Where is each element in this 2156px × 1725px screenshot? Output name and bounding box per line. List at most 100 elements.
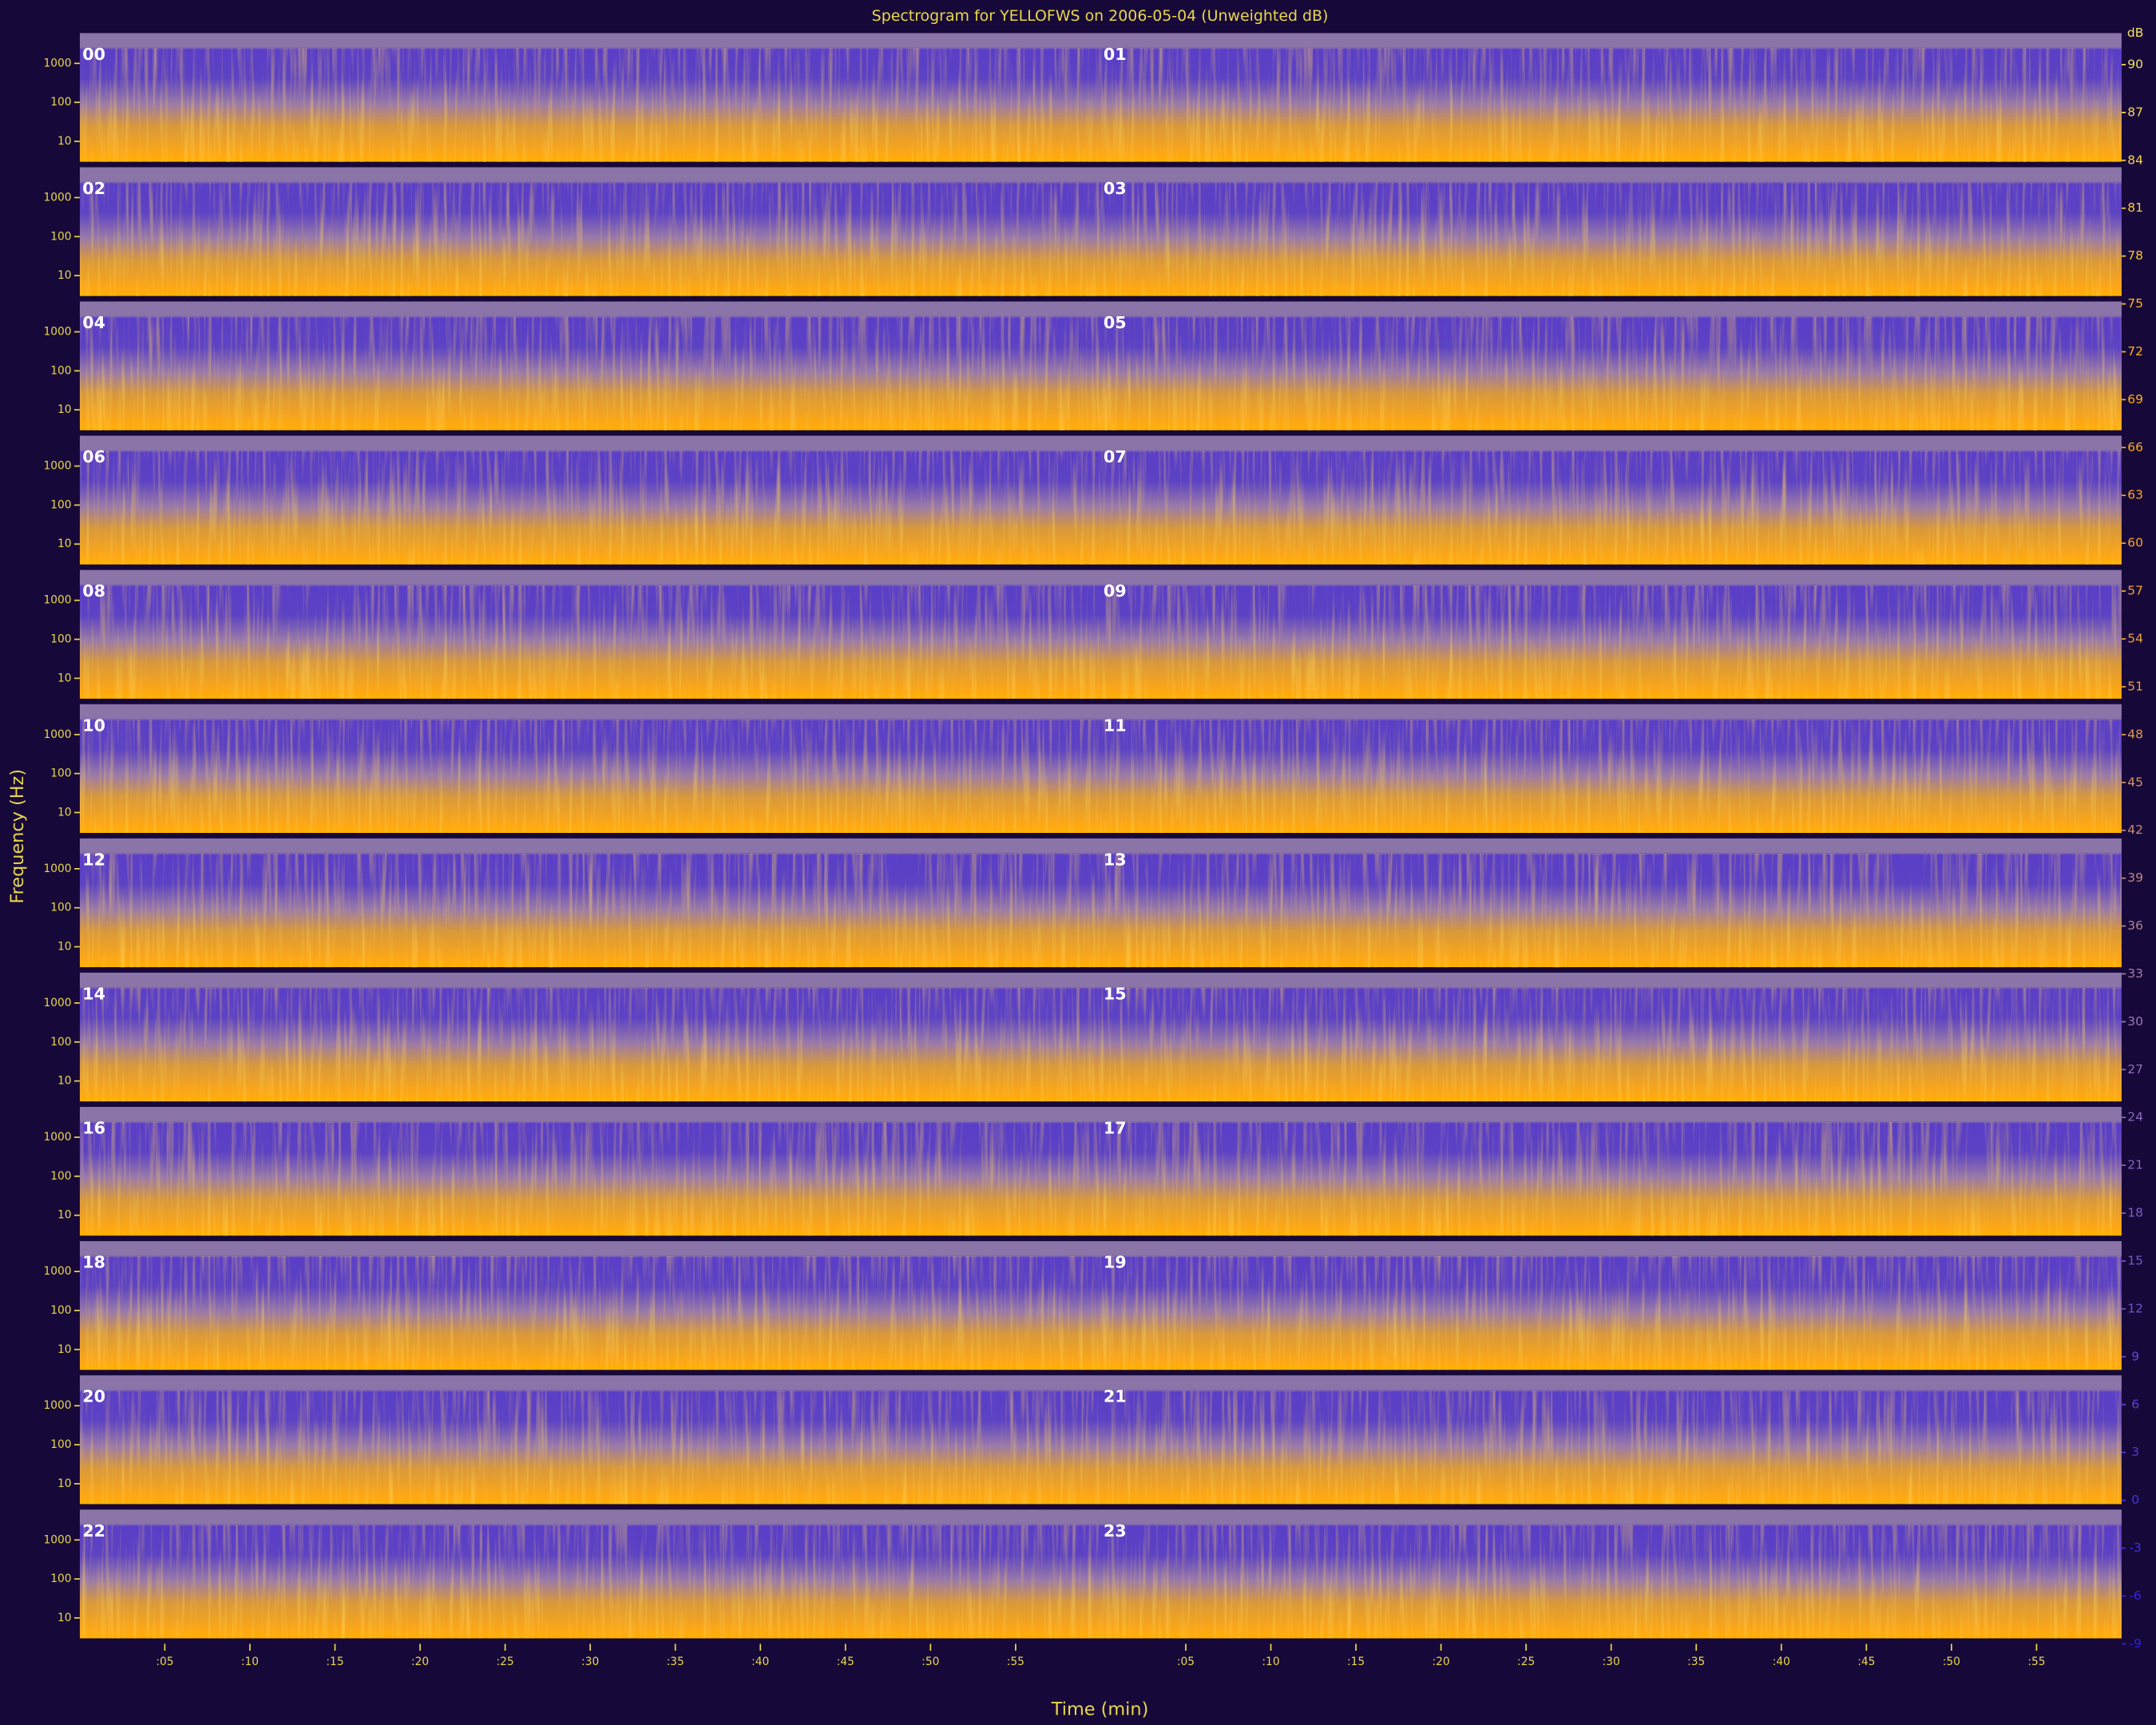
y-tick-label: 100 — [50, 364, 71, 377]
colorbar-tick-label: 66 — [2127, 440, 2143, 454]
y-tick-label: 100 — [50, 498, 71, 511]
y-tick-label: 1000 — [43, 191, 71, 204]
panel-label: 12 — [82, 850, 105, 869]
panel-label: 05 — [1104, 313, 1127, 332]
y-tick-label: 1000 — [43, 1399, 71, 1412]
panel-label: 23 — [1104, 1521, 1127, 1541]
colorbar-tick-label: 39 — [2127, 870, 2143, 885]
colorbar-tick-label: 69 — [2127, 392, 2143, 406]
y-tick-label: 100 — [50, 633, 71, 646]
colorbar-tick-label: 87 — [2127, 105, 2143, 119]
y-tick-label: 1000 — [43, 1131, 71, 1144]
x-tick-label: :10 — [1262, 1656, 1279, 1668]
x-tick-label: :45 — [837, 1656, 854, 1668]
colorbar-tick-label: 75 — [2127, 296, 2143, 311]
y-tick-label: 100 — [50, 1170, 71, 1183]
colorbar-tick-label: 60 — [2127, 536, 2143, 550]
y-tick-label: 1000 — [43, 57, 71, 69]
colorbar-tick-label: 30 — [2127, 1014, 2143, 1029]
x-tick-label: :20 — [1433, 1656, 1450, 1668]
panel-label: 03 — [1104, 179, 1127, 198]
colorbar-tick-label: 0 — [2131, 1493, 2139, 1507]
panel-label: 14 — [82, 985, 105, 1004]
spectrogram-texture — [79, 48, 2122, 162]
y-tick-label: 100 — [50, 1438, 71, 1451]
y-tick-label: 1000 — [43, 1265, 71, 1278]
x-tick-label: :45 — [1857, 1656, 1875, 1668]
x-tick-label: :50 — [1943, 1656, 1960, 1668]
x-tick-label: :35 — [1687, 1656, 1705, 1668]
panel-label: 13 — [1104, 850, 1127, 869]
chart-title: Spectrogram for YELLOFWS on 2006-05-04 (… — [872, 7, 1329, 25]
x-tick-label: :05 — [156, 1656, 173, 1668]
y-tick-label: 1000 — [43, 997, 71, 1009]
x-tick-label: :15 — [326, 1656, 343, 1668]
panel-label: 04 — [82, 313, 105, 332]
x-tick-label: :50 — [921, 1656, 939, 1668]
y-tick-label: 100 — [50, 1572, 71, 1585]
x-tick-label: :30 — [1603, 1656, 1620, 1668]
spectrogram-texture — [79, 1525, 2122, 1639]
y-tick-label: 1000 — [43, 862, 71, 875]
x-tick-label: :15 — [1347, 1656, 1365, 1668]
colorbar-tick-label: 42 — [2127, 823, 2143, 837]
colorbar-tick-label: 9 — [2131, 1349, 2139, 1363]
colorbar-tick-label: 48 — [2127, 727, 2143, 741]
colorbar-tick-label: 12 — [2127, 1301, 2143, 1315]
colorbar-tick-label: 33 — [2127, 966, 2143, 981]
colorbar-tick-label: -9 — [2129, 1636, 2141, 1651]
y-tick-label: 10 — [57, 135, 72, 148]
y-tick-label: 10 — [57, 1209, 72, 1222]
y-tick-label: 1000 — [43, 460, 71, 473]
spectrogram-texture — [79, 585, 2122, 699]
colorbar-tick-label: -3 — [2129, 1541, 2141, 1555]
panel-label: 21 — [1104, 1387, 1127, 1406]
panel-label: 22 — [82, 1521, 105, 1541]
y-tick-label: 10 — [57, 941, 72, 954]
colorbar-tick-label: 84 — [2127, 153, 2143, 167]
y-tick-label: 1000 — [43, 728, 71, 741]
spectrogram-texture — [79, 720, 2122, 833]
colorbar-tick-label: 6 — [2131, 1397, 2139, 1411]
colorbar-label: dB — [2127, 26, 2143, 40]
spectrogram-texture — [79, 450, 2122, 565]
colorbar-tick-label: 54 — [2127, 632, 2143, 646]
colorbar-tick-label: 51 — [2127, 679, 2143, 693]
colorbar-tick-label: 78 — [2127, 248, 2143, 263]
colorbar-tick-label: 45 — [2127, 775, 2143, 789]
x-tick-label: :30 — [581, 1656, 599, 1668]
y-tick-label: 100 — [50, 902, 71, 914]
panel-label: 01 — [1104, 45, 1127, 64]
y-tick-label: 10 — [57, 403, 72, 416]
panel-label: 20 — [82, 1387, 105, 1406]
spectrogram-texture — [79, 1390, 2122, 1505]
x-tick-label: :40 — [751, 1656, 769, 1668]
y-tick-label: 100 — [50, 1304, 71, 1317]
y-tick-label: 100 — [50, 230, 71, 243]
panel-label: 11 — [1104, 716, 1127, 735]
spectrogram-texture — [79, 316, 2122, 430]
spectrogram-texture — [79, 1256, 2122, 1370]
panel-label: 07 — [1104, 447, 1127, 466]
colorbar-tick-label: -6 — [2129, 1588, 2141, 1603]
colorbar-tick-label: 81 — [2127, 200, 2143, 215]
y-tick-label: 100 — [50, 96, 71, 109]
panel-label: 02 — [82, 179, 105, 198]
panel-label: 19 — [1104, 1253, 1127, 1272]
colorbar-tick-label: 36 — [2127, 918, 2143, 933]
colorbar-tick-label: 72 — [2127, 344, 2143, 359]
spectrogram-area — [79, 33, 2122, 1639]
panel-label: 17 — [1104, 1119, 1127, 1138]
x-tick-label: :05 — [1177, 1656, 1195, 1668]
y-tick-label: 100 — [50, 767, 71, 780]
colorbar-tick-label: 27 — [2127, 1062, 2143, 1077]
y-tick-label: 1000 — [43, 326, 71, 339]
y-axis-label: Frequency (Hz) — [7, 769, 28, 904]
spectrogram-texture — [79, 988, 2122, 1102]
x-tick-label: :10 — [241, 1656, 259, 1668]
colorbar-tick-label: 57 — [2127, 584, 2143, 598]
x-tick-label: :25 — [497, 1656, 514, 1668]
x-tick-label: :40 — [1773, 1656, 1790, 1668]
